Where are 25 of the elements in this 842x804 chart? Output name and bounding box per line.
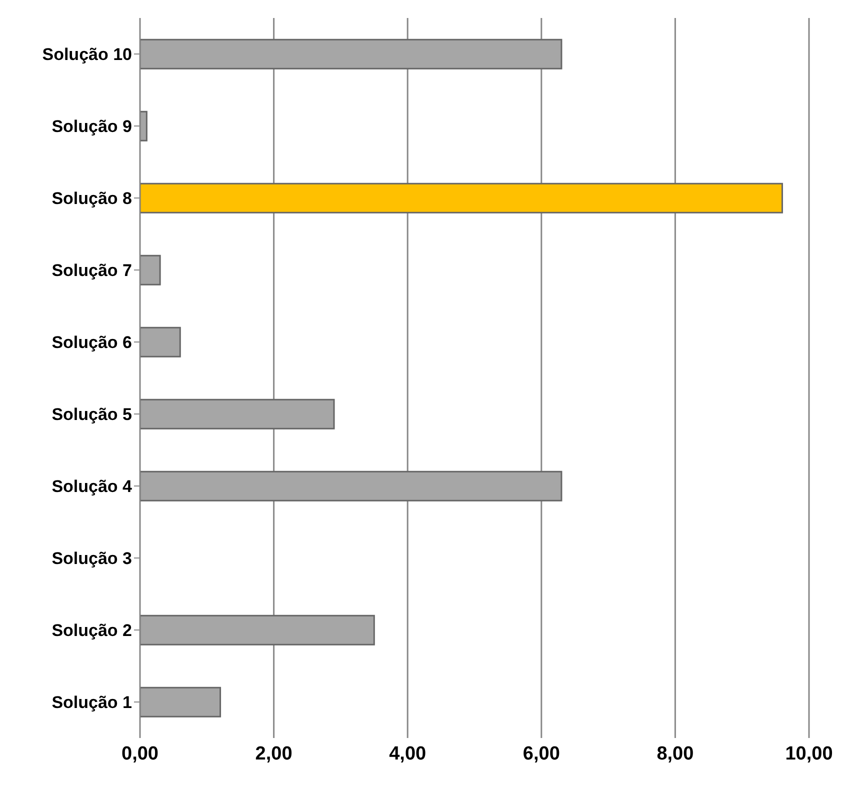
y-tick-label: Solução 6 <box>52 333 132 352</box>
x-tick-label: 4,00 <box>389 743 426 764</box>
bar <box>140 182 783 214</box>
x-tick-label: 6,00 <box>522 743 560 764</box>
y-tick-label: Solução 7 <box>52 261 132 280</box>
bar <box>140 254 161 286</box>
x-tick-label: 0,00 <box>122 743 158 764</box>
y-tick-label: Solução 2 <box>52 621 132 640</box>
y-tick-label: Solução 10 <box>42 45 132 64</box>
bar <box>140 614 375 646</box>
bar <box>140 686 222 718</box>
y-tick-label: Solução 4 <box>52 477 133 496</box>
y-tick-label: Solução 9 <box>52 117 132 136</box>
y-tick-label: Solução 3 <box>52 549 132 568</box>
bar <box>140 326 181 358</box>
y-tick-label: Solução 1 <box>52 693 132 712</box>
bar <box>140 398 335 430</box>
x-tick-label: 8,00 <box>656 743 694 764</box>
y-tick-label: Solução 5 <box>52 405 132 424</box>
x-tick-label: 10,00 <box>785 743 833 764</box>
x-tick-label: 2,00 <box>255 743 292 764</box>
bar <box>140 110 148 142</box>
bar <box>140 470 562 502</box>
y-tick-label: Solução 8 <box>52 189 132 208</box>
bar <box>140 38 562 70</box>
